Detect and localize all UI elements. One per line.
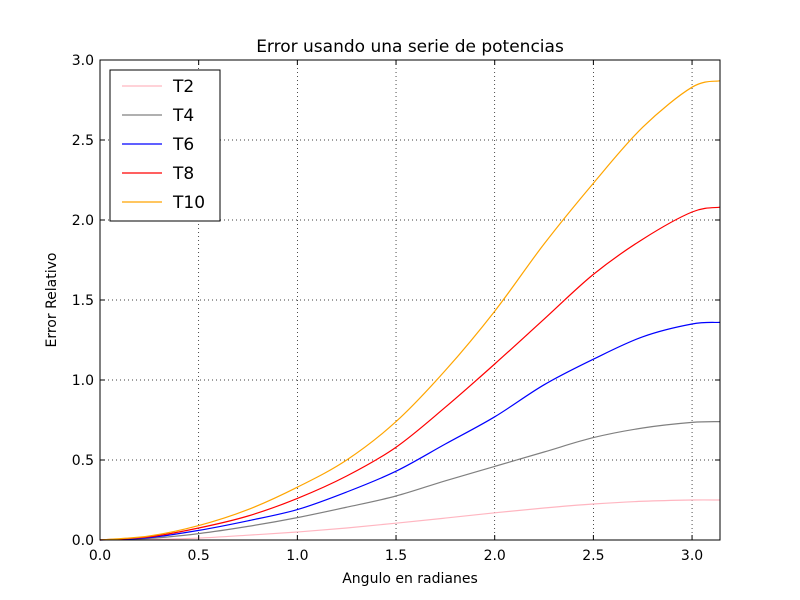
chart-title: Error usando una serie de potencias [256,37,564,57]
y-tick-label: 2.0 [72,213,94,229]
y-tick-label: 1.0 [72,373,94,389]
legend-label-t4: T4 [172,106,194,126]
series-lines [99,80,720,541]
legend-label-t6: T6 [172,135,194,155]
series-line-t10 [99,80,720,541]
legend-label-t10: T10 [172,193,205,213]
series-line-t8 [99,206,720,541]
x-tick-label: 0.5 [188,548,210,564]
axis-ticks: 0.0 0.5 1.0 1.5 2.0 2.5 3.0 0.0 0.5 1.0 1.5 2.0 2.5 3… [72,53,720,564]
x-tick-label: 0.0 [89,548,111,564]
y-tick-label: 2.5 [72,133,94,149]
y-tick-label: 3.0 [72,53,94,69]
legend-label-t8: T8 [172,164,194,184]
x-tick-label: 2.5 [582,548,604,564]
series-line-t6 [99,321,720,541]
series-line-t4 [99,421,720,541]
x-tick-label: 3.0 [681,548,703,564]
grid [100,60,720,540]
x-axis-label: Angulo en radianes [342,571,478,587]
legend-box [109,69,221,222]
series-line-t2 [99,499,720,541]
y-axis-label: Error Relativo [44,253,60,348]
x-tick-label: 2.0 [484,548,506,564]
y-tick-label: 0.0 [72,533,94,549]
legend: T2 T4 T6 T8 T10 [109,69,221,222]
x-tick-label: 1.5 [385,548,407,564]
legend-label-t2: T2 [172,77,194,97]
y-tick-label: 1.5 [72,293,94,309]
x-tick-label: 1.0 [286,548,308,564]
y-tick-label: 0.5 [72,453,94,469]
